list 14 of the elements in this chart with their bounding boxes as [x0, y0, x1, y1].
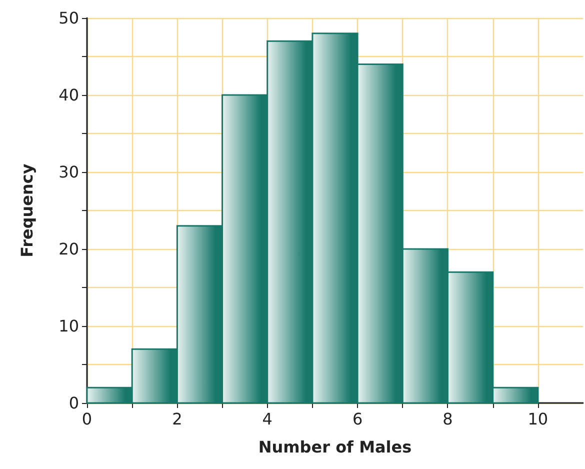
y-tick-label: 20 — [58, 240, 79, 258]
x-tick-label: 4 — [262, 410, 272, 428]
x-tick-label: 0 — [82, 410, 92, 428]
x-tick-label: 2 — [172, 410, 182, 428]
x-axis-title: Number of Males — [258, 438, 412, 456]
x-tick-label: 8 — [442, 410, 453, 428]
y-tick-label: 50 — [58, 8, 79, 28]
y-tick-label: 0 — [68, 394, 79, 412]
y-axis-title: Frequency — [18, 163, 36, 258]
y-tick-label: 10 — [58, 316, 79, 336]
y-tick-label: 40 — [58, 86, 79, 104]
y-tick-label: 30 — [58, 162, 79, 182]
x-tick-label: 6 — [352, 410, 363, 428]
x-tick-label: 10 — [528, 410, 548, 428]
